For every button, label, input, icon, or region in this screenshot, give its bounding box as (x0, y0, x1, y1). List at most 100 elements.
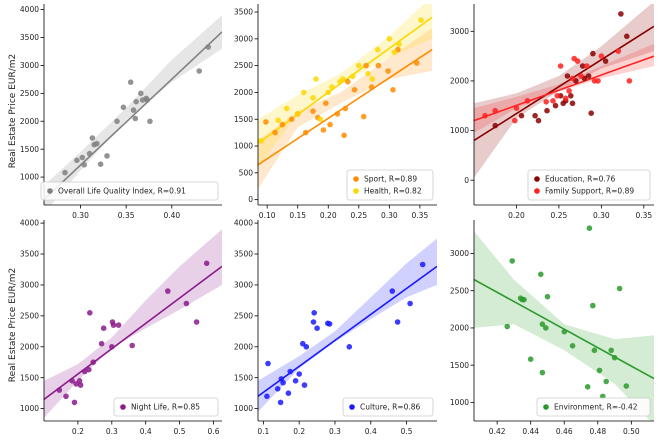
data-point (608, 347, 614, 354)
x-tick-label: 0.35 (118, 211, 135, 220)
plot-area (474, 225, 654, 421)
plot-area (474, 4, 654, 178)
data-point (590, 302, 596, 309)
confidence-band (44, 229, 222, 418)
data-point (138, 90, 144, 97)
data-point (203, 260, 210, 267)
data-point (543, 99, 549, 105)
y-tick-label: 3500 (20, 250, 39, 259)
data-point (288, 116, 295, 122)
data-point (263, 119, 269, 125)
y-tick-label: 2000 (234, 342, 253, 351)
chart-panel-4: 0.2 0.3 0.4 0.5 0.6 1000 1500 2000 2500 3000 3500 4… (20, 219, 222, 436)
legend-label: Culture, R=0.86 (360, 403, 420, 412)
data-point (345, 78, 351, 85)
x-tick-label: 0.25 (350, 211, 367, 220)
x-tick-label: 0.42 (489, 427, 506, 436)
regression-line (474, 25, 654, 142)
x-tick-label: 0.30 (381, 211, 398, 220)
data-point (277, 399, 284, 406)
x-tick-label: 0.3 (329, 427, 341, 436)
legend-marker (353, 176, 359, 182)
data-point (147, 118, 153, 125)
data-point (129, 342, 135, 349)
y-tick-label: 2500 (20, 311, 39, 320)
y-tick-label: 3000 (234, 281, 253, 290)
data-point (389, 288, 396, 294)
data-point (274, 386, 281, 392)
data-point (360, 113, 367, 120)
data-point (618, 11, 624, 17)
x-tick-label: 0.5 (401, 427, 413, 436)
legend-label: Family Support, R=0.89 (545, 187, 634, 196)
data-point (296, 371, 303, 377)
data-point (351, 87, 358, 93)
data-point (414, 60, 420, 66)
data-point (527, 356, 534, 363)
data-point (569, 343, 576, 349)
data-point (596, 367, 603, 374)
y-tick-label: 1000 (20, 173, 39, 182)
data-point (492, 122, 499, 129)
data-point (375, 62, 382, 69)
data-point (418, 17, 424, 23)
data-point (294, 111, 301, 117)
y-tick-label: 3000 (450, 27, 469, 36)
legend-label: Health, R=0.82 (364, 187, 422, 196)
data-point (317, 116, 324, 122)
data-point (89, 135, 96, 141)
data-point (386, 36, 393, 42)
x-tick-label: 0.4 (365, 427, 377, 436)
y-tick-label: 3000 (450, 249, 469, 258)
data-point (616, 285, 623, 292)
data-point (86, 366, 92, 373)
regression-line (44, 31, 222, 200)
data-point (615, 48, 622, 54)
x-tick-label: 0.4 (140, 427, 152, 436)
data-point (521, 296, 527, 303)
x-tick-label: 0.30 (72, 211, 89, 220)
chart-panel-6: 0.42 0.44 0.46 0.48 0.50 1000 1500 2000 2500 3000… (450, 220, 654, 436)
data-point (301, 382, 308, 388)
y-tick-label: 2500 (234, 311, 253, 320)
data-point (76, 378, 83, 384)
x-tick-label: 0.40 (163, 211, 180, 220)
data-point (391, 49, 398, 55)
data-point (524, 98, 531, 104)
data-point (394, 319, 401, 325)
legend-marker (353, 188, 359, 194)
data-point (550, 98, 556, 104)
y-axis-label-top: Real Estate Price EUR/m2 (8, 54, 18, 168)
data-point (285, 390, 292, 397)
legend-marker (534, 176, 540, 182)
data-point (94, 140, 100, 147)
data-point (566, 88, 572, 94)
data-point (196, 68, 202, 74)
data-point (578, 73, 584, 79)
y-tick-label: 4000 (234, 219, 253, 228)
data-point (264, 393, 270, 400)
y-tick-label: 2500 (20, 89, 39, 98)
y-tick-label: 0 (464, 176, 469, 185)
x-tick-label: 0.35 (635, 211, 652, 220)
legend-box (342, 397, 434, 417)
data-point (310, 108, 316, 114)
data-point (598, 53, 605, 59)
data-point (334, 111, 341, 117)
y-tick-label: 1000 (450, 398, 469, 407)
plot-area (258, 4, 433, 189)
legend-box (536, 397, 651, 417)
data-point (626, 78, 633, 84)
y-tick-label: 1000 (234, 404, 253, 413)
chart-panel-2: 0.10 0.15 0.20 0.25 0.30 0.35 0 500 1000 1500 2000… (234, 4, 437, 220)
legend: Education, R=0.76 Family Support, R=0.89 (527, 169, 651, 201)
data-point (369, 76, 376, 82)
y-tick-label: 2500 (234, 61, 253, 70)
legend-label: Sport, R=0.89 (364, 175, 417, 184)
data-point (327, 121, 333, 128)
confidence-band (258, 4, 433, 168)
legend-marker (349, 404, 355, 410)
legend-label: Overall Life Quality Index, R=0.91 (58, 187, 186, 196)
data-point (602, 58, 609, 64)
